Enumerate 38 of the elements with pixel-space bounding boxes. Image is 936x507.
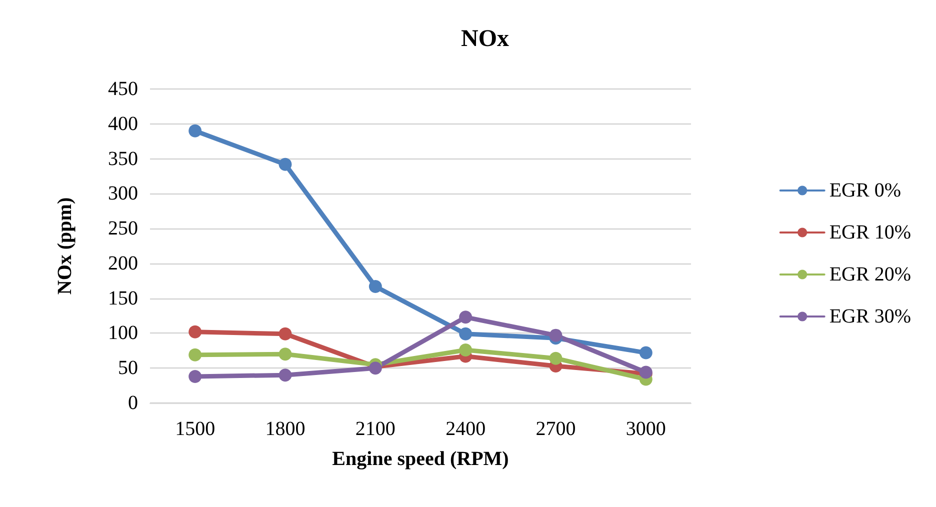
legend-label: EGR 20% [829, 264, 912, 286]
chart-title: NOx [461, 26, 509, 52]
y-tick-label: 450 [108, 78, 138, 100]
point [278, 158, 292, 171]
y-tick-label: 0 [128, 392, 138, 414]
y-tick-label: 100 [108, 322, 138, 344]
legend-label: EGR 0% [829, 180, 902, 202]
legend-label: EGR 10% [829, 222, 912, 244]
y-axis-title: NOx (ppm) [54, 197, 76, 295]
point [188, 124, 202, 138]
y-tick-label: 300 [108, 182, 138, 205]
y-tick-label: 50 [118, 357, 138, 380]
point [639, 346, 652, 360]
point [549, 328, 562, 342]
x-tick-label: 2100 [355, 418, 396, 440]
point [188, 370, 202, 383]
x-tick-label: 2400 [446, 418, 486, 440]
point [188, 348, 202, 362]
point [278, 368, 292, 382]
point [459, 310, 472, 324]
y-tick-label: 250 [108, 218, 138, 240]
legend-label: EGR 30% [829, 306, 912, 328]
x-tick-label: 1800 [265, 418, 306, 440]
y-tick-label: 150 [108, 287, 138, 310]
y-tick-label: 200 [108, 252, 138, 274]
point [188, 325, 202, 338]
y-tick-label: 350 [108, 148, 138, 170]
point [278, 327, 292, 340]
x-tick-label: 1500 [175, 418, 216, 440]
point [549, 352, 562, 365]
point [278, 348, 292, 361]
x-axis-title: Engine speed (RPM) [332, 448, 509, 470]
point [459, 327, 472, 340]
x-tick-label: 2700 [536, 418, 576, 440]
point [459, 343, 472, 356]
x-tick-label: 3000 [626, 418, 666, 440]
y-tick-label: 400 [108, 112, 138, 135]
point [368, 280, 382, 293]
